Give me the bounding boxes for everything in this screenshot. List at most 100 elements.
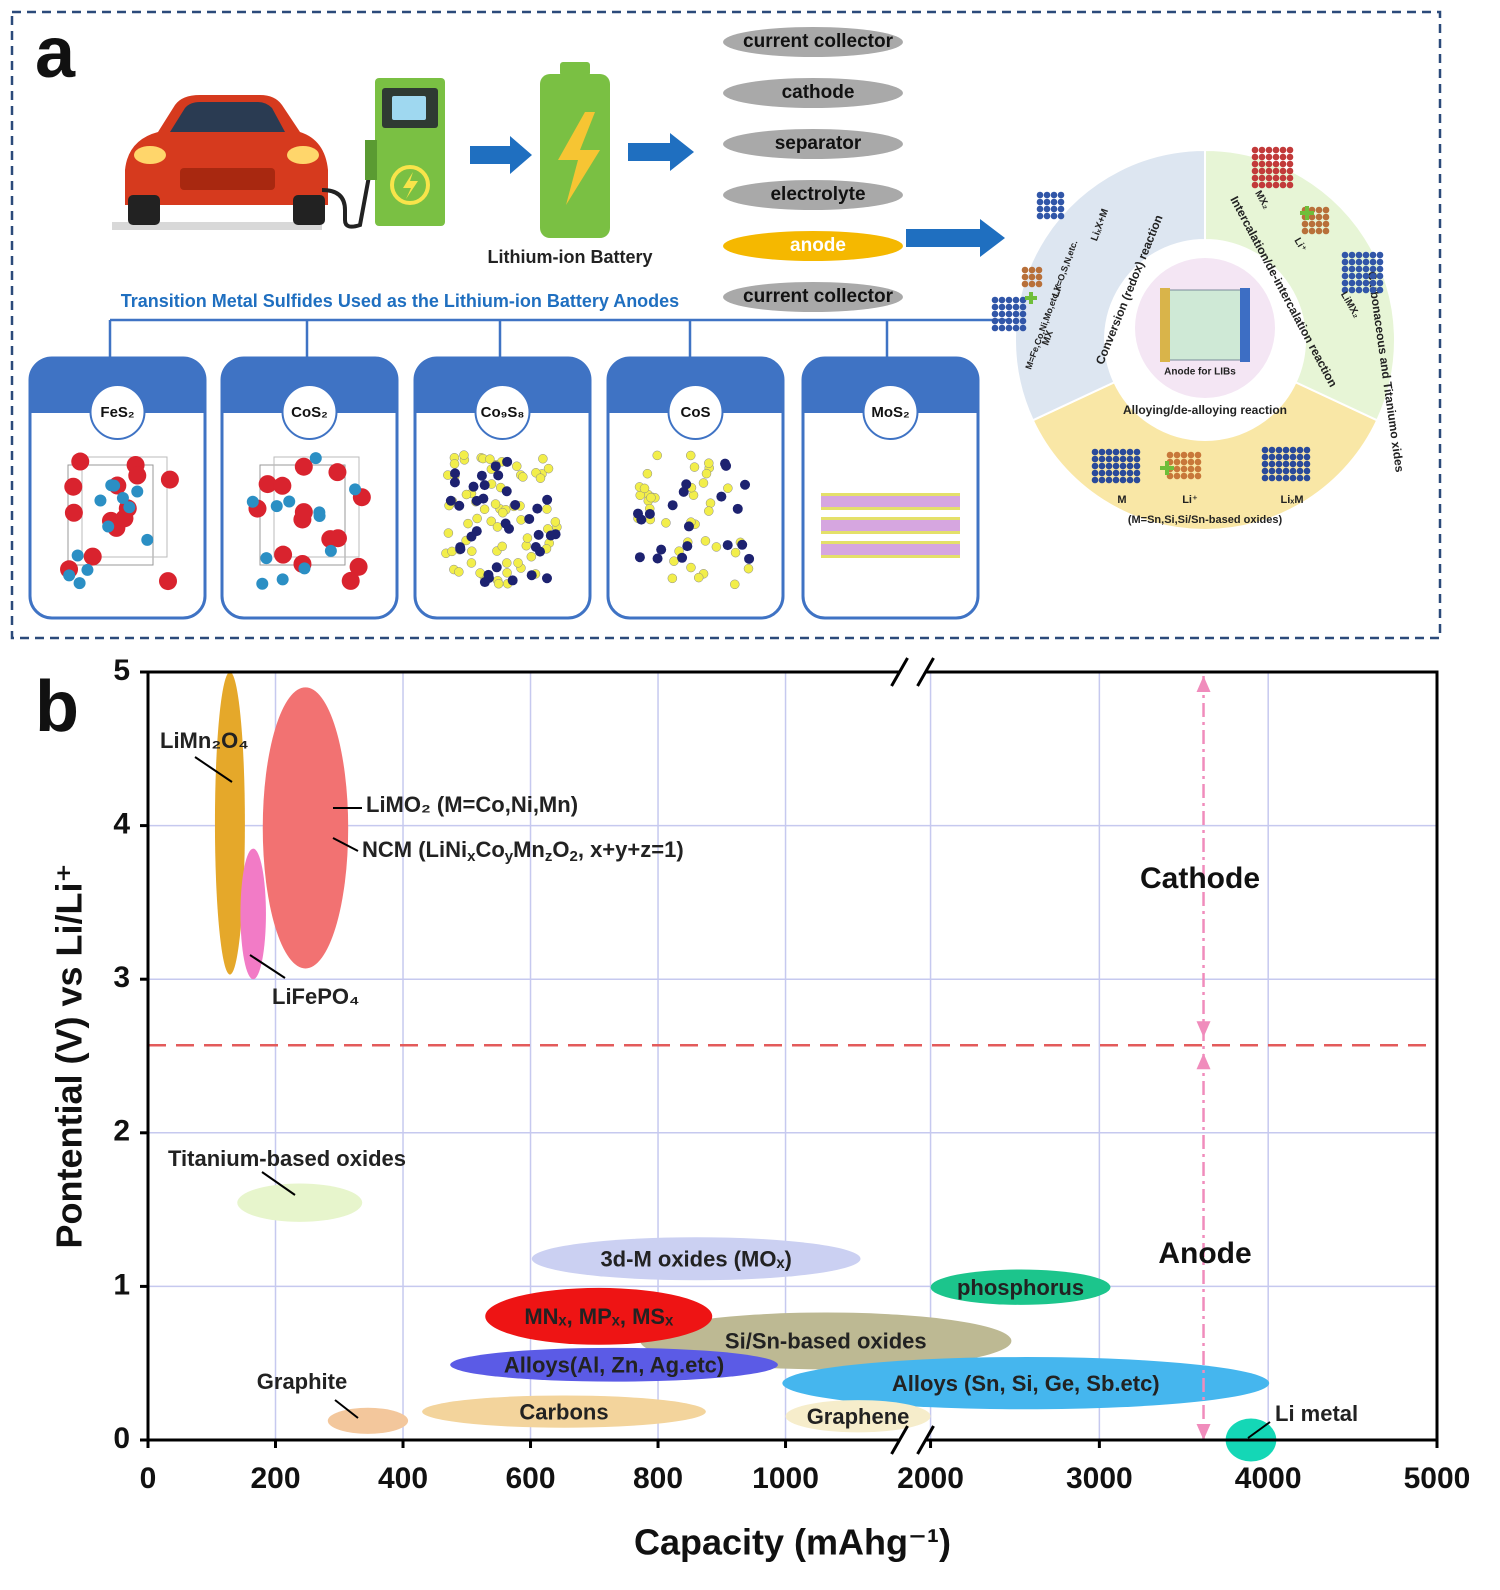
- atom: [526, 551, 537, 562]
- layer-label: electrolyte: [770, 184, 865, 205]
- atom: [667, 573, 678, 584]
- atom: [349, 483, 362, 496]
- lattice-atom: [1272, 174, 1280, 182]
- lattice-atom: [1043, 212, 1051, 220]
- atom: [644, 508, 655, 519]
- lattice-atom: [1376, 286, 1384, 294]
- lattice-atom: [1119, 455, 1127, 463]
- lattice-atom: [1035, 273, 1043, 281]
- lattice-atom: [1289, 474, 1297, 482]
- region: [485, 1287, 713, 1345]
- lattice-atom: [1019, 317, 1027, 325]
- lattice-atom: [1261, 474, 1269, 482]
- atom: [328, 463, 347, 482]
- lattice-atom: [1282, 474, 1290, 482]
- lattice-atom: [1265, 174, 1273, 182]
- lattice-atom: [1019, 310, 1027, 318]
- unit-cell: [81, 456, 168, 558]
- atom: [524, 513, 535, 524]
- axis-break: [899, 1436, 926, 1444]
- atom: [500, 518, 511, 529]
- leader-line: [261, 1171, 296, 1196]
- lattice-atom: [1348, 265, 1356, 273]
- atom: [476, 470, 487, 481]
- card-badge: [281, 384, 338, 440]
- atom: [700, 536, 711, 546]
- lattice-atom: [1012, 296, 1020, 304]
- region-label: Graphite: [257, 1369, 347, 1394]
- lattice-atom: [1173, 472, 1181, 480]
- atom: [123, 501, 136, 514]
- region: [930, 1269, 1111, 1305]
- lattice-atom: [1355, 265, 1363, 273]
- lattice-atom: [1005, 317, 1013, 325]
- lattice-atom: [1098, 448, 1106, 456]
- lattice-atom: [1348, 279, 1356, 287]
- region: [214, 672, 245, 975]
- lattice-atom: [1315, 227, 1323, 235]
- lattice-atom: [1194, 465, 1202, 473]
- lattice-atom: [1362, 272, 1370, 280]
- lattice-atom: [1322, 227, 1330, 235]
- lattice-atom: [1028, 273, 1036, 281]
- atom: [532, 503, 543, 514]
- battery-label: Lithium-ion Battery: [488, 247, 653, 267]
- label-part: NCM (LiNi: [362, 837, 467, 862]
- lattice-atom: [1187, 465, 1195, 473]
- wheel-text: LiₓM: [1281, 494, 1304, 506]
- lattice-atom: [1376, 279, 1384, 287]
- lattice-atom: [1348, 286, 1356, 294]
- atom: [73, 577, 86, 590]
- lattice-atom: [1019, 296, 1027, 304]
- atom: [497, 541, 507, 552]
- lattice-atom: [1258, 160, 1266, 168]
- atom: [131, 485, 144, 498]
- atom: [491, 562, 502, 573]
- layer-ellipse: [723, 282, 903, 312]
- region: [785, 1400, 931, 1433]
- layer-slab: [821, 531, 960, 534]
- atom: [309, 452, 322, 465]
- lattice-atom: [1355, 286, 1363, 294]
- lattice-atom: [1043, 205, 1051, 213]
- lattice-atom: [1369, 272, 1377, 280]
- atom: [542, 504, 552, 514]
- region: [240, 848, 266, 980]
- lattice-atom: [998, 296, 1006, 304]
- lattice-atom: [1005, 303, 1013, 311]
- wheel-text: Anode for LIBs: [1164, 367, 1236, 378]
- atom: [273, 476, 292, 495]
- lattice-atom: [1173, 458, 1181, 466]
- leader-line: [249, 954, 286, 979]
- atom: [459, 450, 469, 460]
- atom: [454, 500, 465, 511]
- lattice-atom: [1308, 227, 1316, 235]
- lattice-atom: [1180, 451, 1188, 459]
- lattice-atom: [1303, 467, 1311, 475]
- atom: [686, 562, 696, 573]
- lattice-atom: [1315, 213, 1323, 221]
- atom: [723, 483, 733, 493]
- lattice-atom: [998, 324, 1006, 332]
- lattice-atom: [1272, 160, 1280, 168]
- region-label: Si/Sn-based oxides: [725, 1329, 927, 1354]
- lattice-atom: [1012, 303, 1020, 311]
- lattice-atom: [1279, 146, 1287, 154]
- lattice-atom: [1194, 451, 1202, 459]
- label-sub: x: [467, 848, 476, 865]
- atom: [498, 507, 508, 518]
- lattice-atom: [1362, 279, 1370, 287]
- atom: [656, 544, 667, 555]
- x-tick-label: 1000: [752, 1462, 819, 1495]
- lattice-atom: [1296, 453, 1304, 461]
- panel-label: b: [35, 667, 79, 747]
- lattice-atom: [1289, 453, 1297, 461]
- lattice-atom: [1296, 446, 1304, 454]
- lattice-atom: [1180, 465, 1188, 473]
- lattice-atom: [1105, 448, 1113, 456]
- car-icon: [112, 95, 374, 230]
- x-tick-label: 400: [378, 1462, 428, 1495]
- region: [422, 1395, 706, 1428]
- atom: [501, 486, 512, 497]
- arrow-head: [1196, 1424, 1211, 1440]
